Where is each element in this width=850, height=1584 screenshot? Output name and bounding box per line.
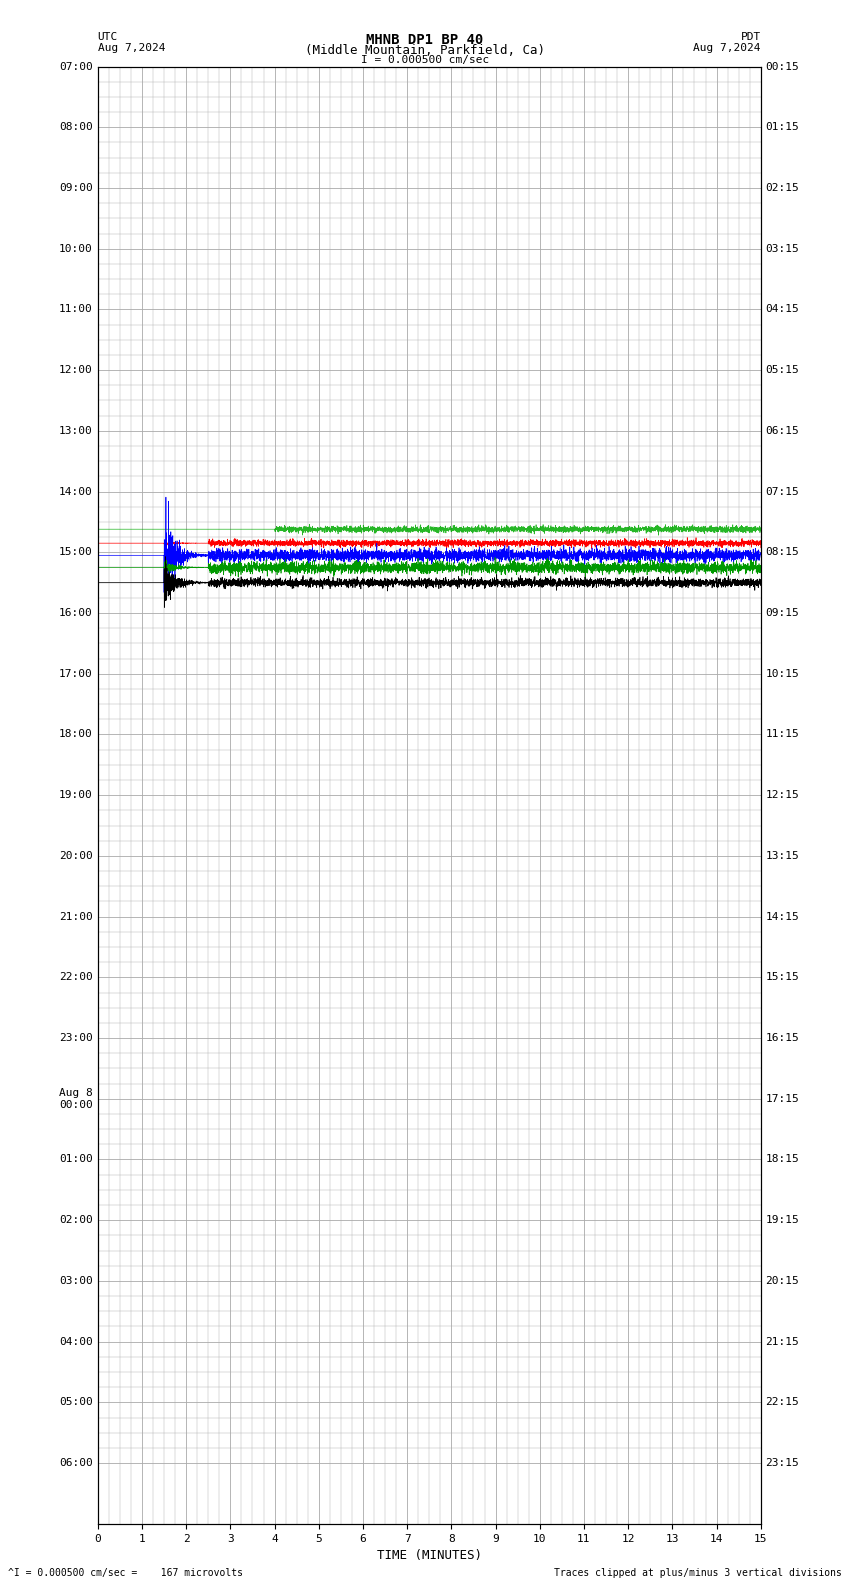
Text: Traces clipped at plus/minus 3 vertical divisions: Traces clipped at plus/minus 3 vertical …	[553, 1568, 842, 1578]
Text: Aug 7,2024: Aug 7,2024	[98, 43, 165, 52]
Text: ^I = 0.000500 cm/sec =    167 microvolts: ^I = 0.000500 cm/sec = 167 microvolts	[8, 1568, 243, 1578]
X-axis label: TIME (MINUTES): TIME (MINUTES)	[377, 1549, 482, 1562]
Text: PDT: PDT	[740, 32, 761, 41]
Text: UTC: UTC	[98, 32, 118, 41]
Text: I = 0.000500 cm/sec: I = 0.000500 cm/sec	[361, 55, 489, 65]
Text: (Middle Mountain, Parkfield, Ca): (Middle Mountain, Parkfield, Ca)	[305, 44, 545, 57]
Text: Aug 7,2024: Aug 7,2024	[694, 43, 761, 52]
Text: MHNB DP1 BP 40: MHNB DP1 BP 40	[366, 33, 484, 48]
